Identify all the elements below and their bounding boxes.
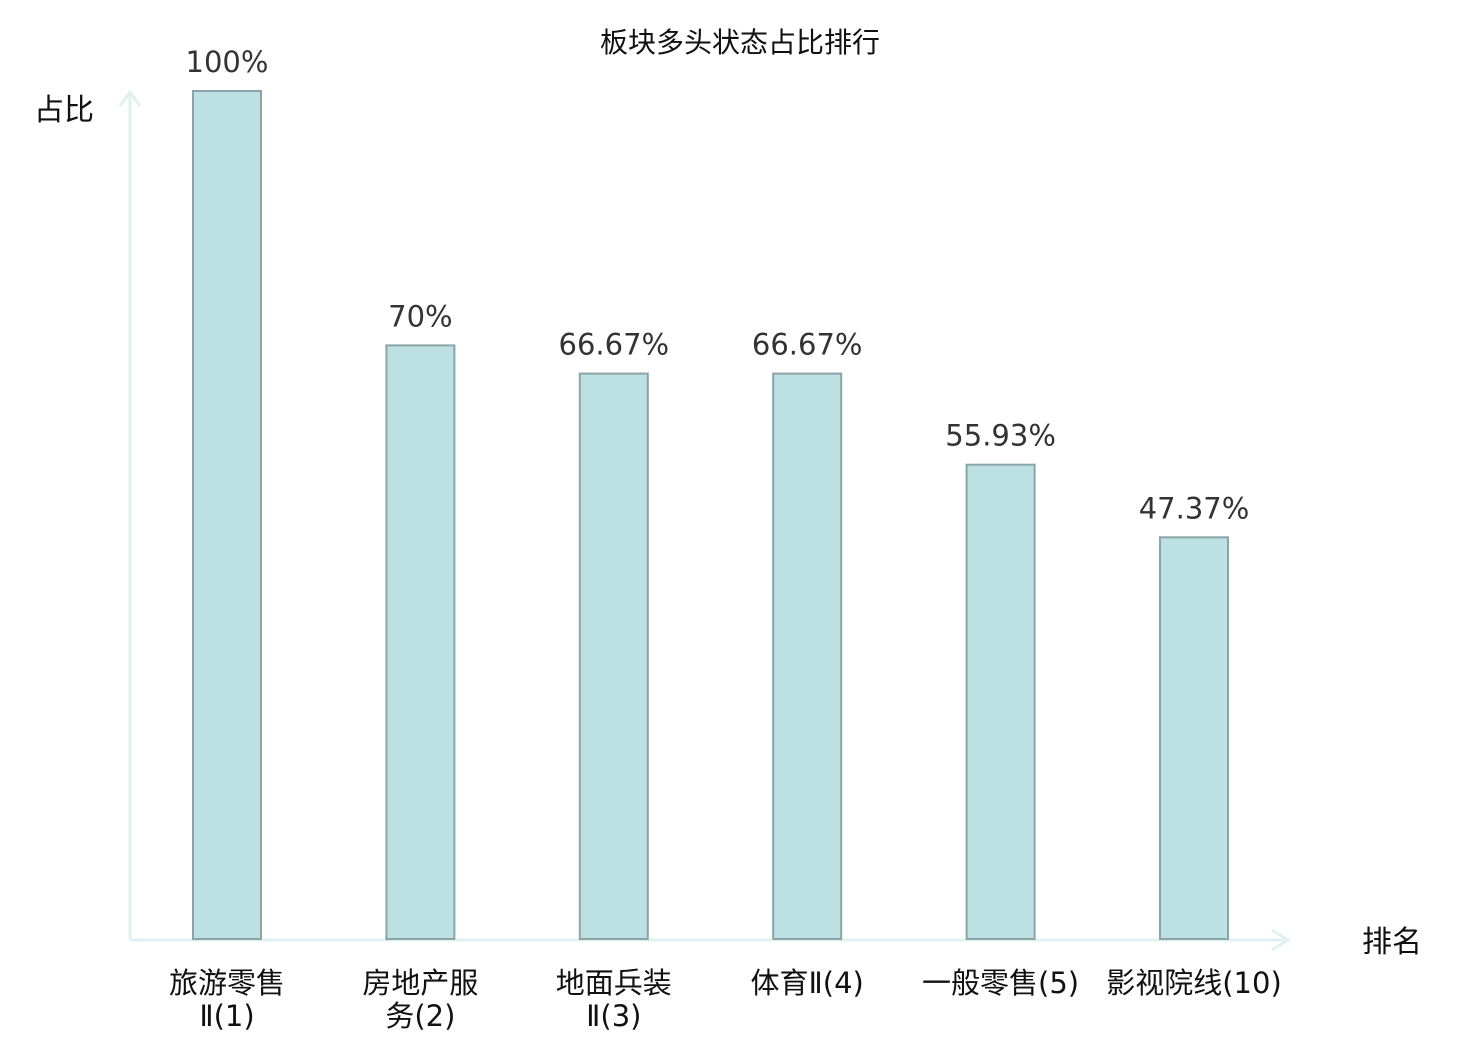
y-axis-arrow [118,89,142,107]
value-label-3: 66.67% [559,328,670,362]
value-label-6: 47.37% [1139,491,1250,525]
y-axis-label: 占比 [34,93,94,128]
category-label-3-line-2: Ⅱ(3) [586,999,641,1033]
bar-6 [1159,536,1229,940]
category-label-2-line-2: 务(2) [385,999,455,1033]
axes [118,89,1291,952]
chart-title: 板块多头状态占比排行 [600,26,880,59]
bar-4 [772,372,843,941]
category-label-3-line-1: 地面兵装 [556,966,672,1000]
category-label-5: 一般零售(5) [922,966,1079,1000]
x-axis-arrow [1271,928,1291,952]
category-label-6: 影视院线(10) [1106,966,1282,1000]
value-label-4: 66.67% [752,328,863,362]
category-label-1-line-1: 旅游零售 [169,966,285,1000]
bar-2 [385,344,456,940]
value-label-1: 100% [186,45,269,79]
bar-3 [578,372,649,941]
value-label-2: 70% [388,299,452,333]
category-label-4: 体育Ⅱ(4) [751,966,864,1000]
category-label-1-line-2: Ⅱ(1) [199,999,254,1033]
bar-5 [965,463,1036,940]
bars [192,90,1229,941]
value-label-5: 55.93% [945,419,1056,453]
x-axis-label: 排名 [1362,925,1422,960]
category-label-2-line-1: 房地产服 [362,966,478,1000]
value-labels: 100% 70% 66.67% 66.67% 55.93% 47.37% [186,45,1250,525]
bar-1 [192,90,262,940]
